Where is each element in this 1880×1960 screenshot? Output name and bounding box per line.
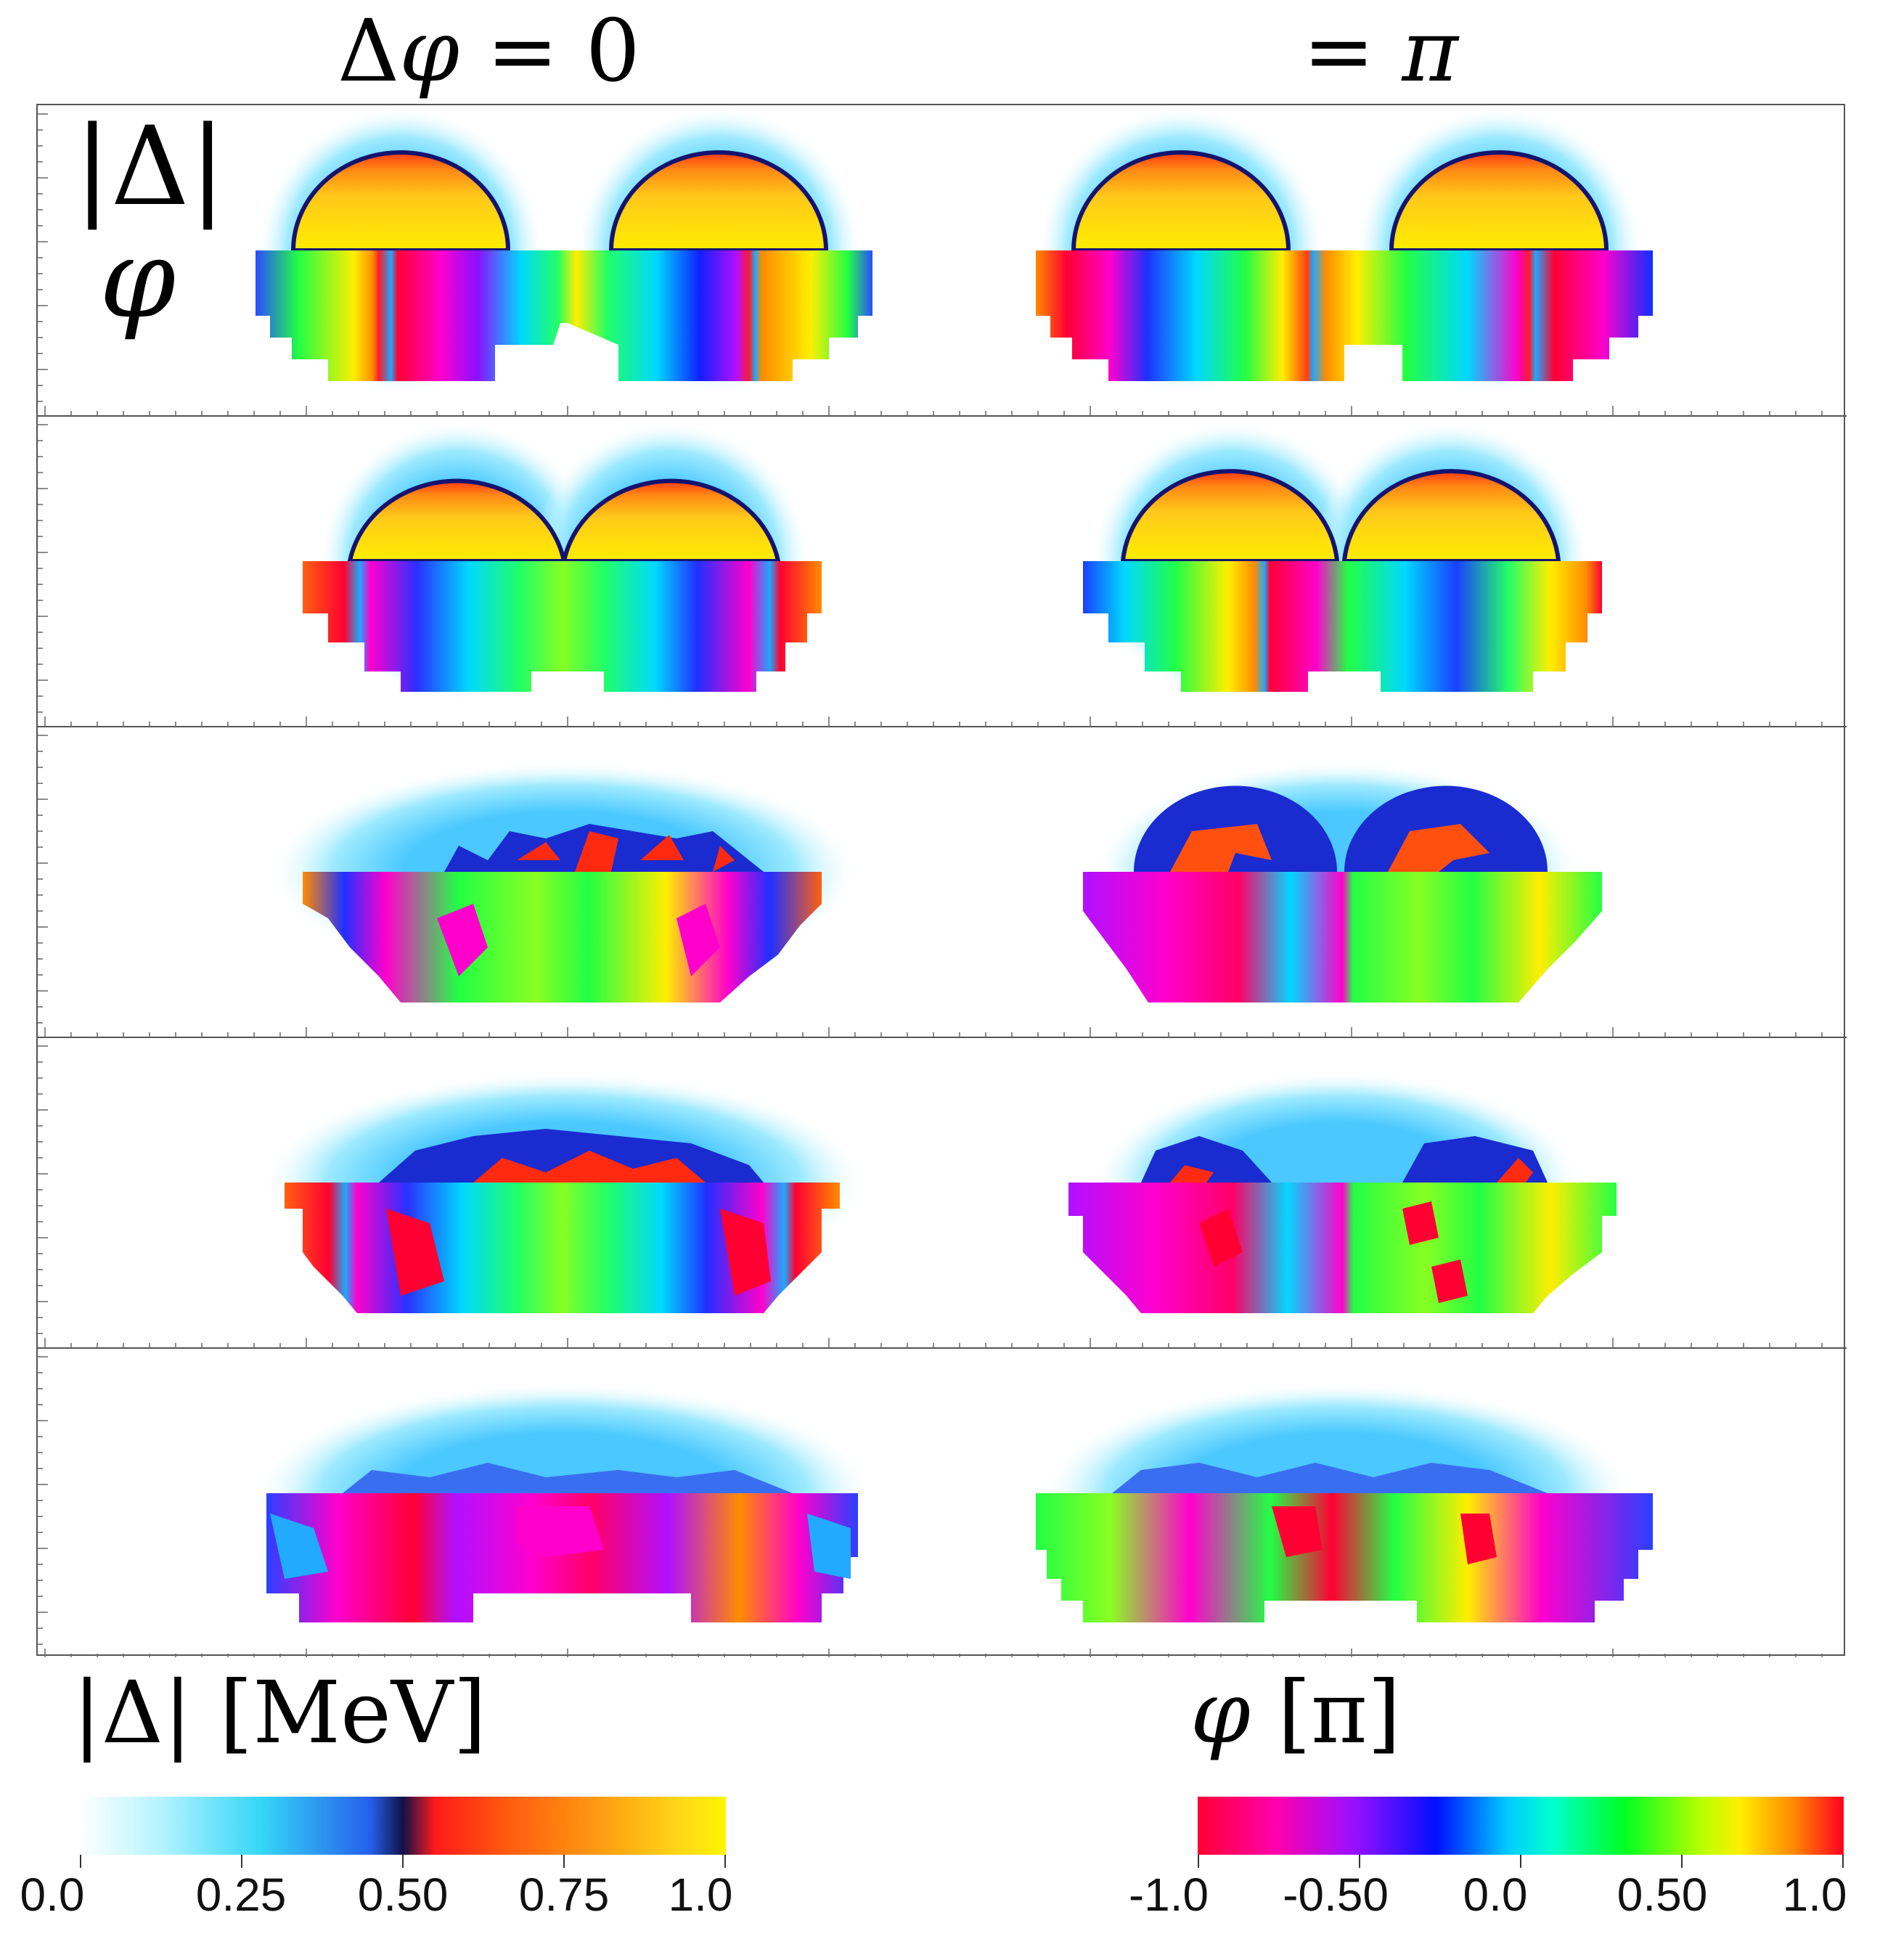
row-4-right-phase — [1068, 1183, 1617, 1313]
header-left-delta: Δ — [338, 1, 400, 101]
snapshot-panel-grid: |Δ| φ — [36, 104, 1847, 1657]
header-right-equals: = — [1303, 1, 1402, 101]
row-2-left-phase — [303, 561, 822, 692]
colorbar-magnitude-title: |Δ| [MeV] — [73, 1662, 487, 1763]
row-label-phase: φ — [99, 216, 176, 343]
row-1-right-phase — [1036, 250, 1653, 381]
row-3-left-phase — [303, 872, 822, 1003]
snapshot-panels — [38, 109, 1847, 1657]
row-5-left-phase — [266, 1493, 858, 1622]
colorbar-magnitude-tick-label: 1.0 — [668, 1869, 733, 1921]
colorbar-phase-title: φ [π] — [1190, 1670, 1401, 1755]
row-5-right-phase — [1036, 1493, 1653, 1622]
colorbar-magnitude-ticks — [80, 1855, 726, 1868]
row-2-right-phase — [1083, 561, 1602, 692]
header-left-value: = 0 — [459, 1, 640, 101]
header-delta-phi-pi: = π — [1303, 0, 1458, 102]
row-label-magnitude: |Δ| — [74, 104, 226, 230]
row-3-right-phase — [1083, 872, 1602, 1003]
header-delta-phi-zero: Δφ = 0 — [338, 0, 640, 102]
colorbar-magnitude-tick-label: 0.25 — [195, 1869, 287, 1921]
colorbar-phase-tick-label: 1.0 — [1782, 1869, 1847, 1921]
header-left-phi: φ — [399, 1, 459, 101]
panel-tick-marks — [38, 113, 1823, 1657]
colorbar-phase-title-unit: [π] — [1250, 1662, 1401, 1763]
colorbar-magnitude — [80, 1797, 726, 1855]
row-separators — [38, 415, 1847, 1349]
colorbar-magnitude-tick-label: 0.0 — [20, 1869, 85, 1921]
colorbar-phase-title-phi: φ — [1190, 1662, 1251, 1763]
colorbar-magnitude-tick-label: 0.75 — [518, 1869, 610, 1921]
colorbar-phase-tick-label: -0.50 — [1283, 1869, 1389, 1921]
colorbar-phase-tick-label: 0.50 — [1617, 1869, 1708, 1921]
row-4-left-phase — [285, 1183, 840, 1313]
colorbar-phase-ticks — [1198, 1855, 1844, 1868]
header-right-pi: π — [1402, 1, 1458, 101]
colorbar-phase-tick-label: -1.0 — [1128, 1869, 1209, 1921]
row-1-left-phase — [256, 250, 872, 381]
colorbar-phase-tick-label: 0.0 — [1463, 1869, 1528, 1921]
colorbar-phase — [1198, 1797, 1844, 1855]
colorbar-magnitude-tick-label: 0.50 — [357, 1869, 449, 1921]
